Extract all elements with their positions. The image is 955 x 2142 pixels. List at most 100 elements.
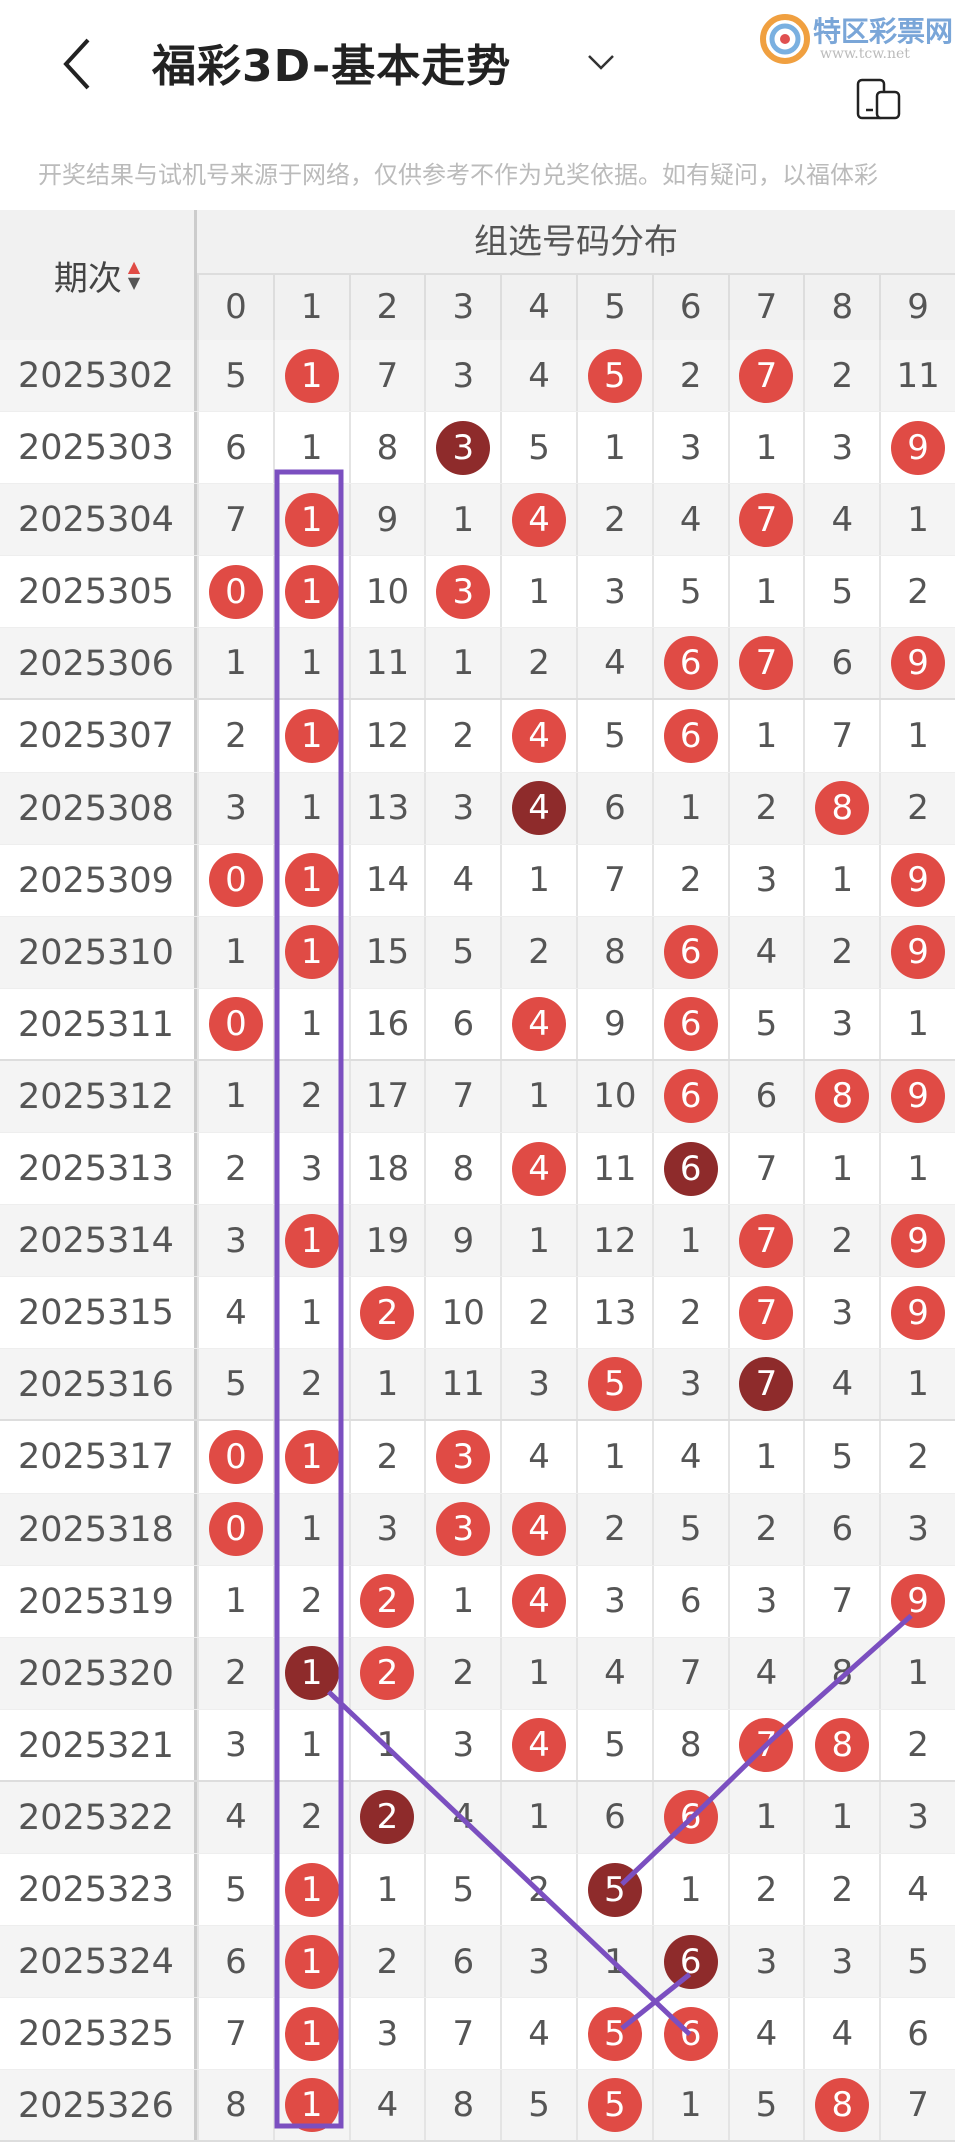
miss-count: 2 <box>907 788 929 829</box>
digit-cells: 0 1 14 4 1 7 2 3 1 9 <box>197 844 955 916</box>
digit-cells: 4 1 2 10 2 13 2 7 3 9 <box>197 1277 955 1349</box>
cell-digit-7: 7 <box>727 628 804 699</box>
hit-ball: 8 <box>815 2078 870 2133</box>
hit-ball: 2 <box>360 1646 415 1701</box>
miss-count: 3 <box>604 571 626 612</box>
issue-number: 2025314 <box>0 1205 197 1277</box>
table-row: 2025320 2 1 2 2 1 4 7 4 8 1 <box>0 1637 955 1710</box>
miss-count: 4 <box>225 1292 247 1333</box>
cell-digit-3: 1 <box>424 628 500 699</box>
issue-number: 2025305 <box>0 556 197 628</box>
digit-cells: 1 2 17 7 1 10 6 6 8 9 <box>197 1060 955 1133</box>
hit-ball: 8 <box>815 781 870 836</box>
hit-ball: 9 <box>891 853 946 908</box>
miss-count: 5 <box>225 1364 247 1405</box>
cell-digit-4: 2 <box>500 916 576 988</box>
device-switch-button[interactable] <box>855 78 905 120</box>
cell-digit-1: 2 <box>272 1565 349 1637</box>
miss-count: 6 <box>452 1941 475 1982</box>
cell-digit-9: 9 <box>879 1205 955 1277</box>
cell-digit-7: 1 <box>727 556 804 628</box>
hit-ball: 5 <box>587 2078 642 2133</box>
cell-digit-2: 12 <box>348 700 425 772</box>
cell-digit-8: 6 <box>803 1493 879 1565</box>
hit-ball: 7 <box>739 1213 794 1268</box>
miss-count: 3 <box>679 1364 702 1405</box>
miss-count: 4 <box>452 860 475 901</box>
hit-ball: 0 <box>208 996 263 1051</box>
table-row: 2025322 4 2 2 4 1 6 6 1 1 3 <box>0 1781 955 1854</box>
table-row: 2025323 5 1 1 5 2 5 1 2 2 4 <box>0 1853 955 1927</box>
miss-count: 3 <box>755 1581 778 1622</box>
miss-count: 2 <box>831 1869 854 1910</box>
hit-ball: 6 <box>663 925 718 980</box>
cell-digit-2: 1 <box>348 1349 425 1420</box>
cell-digit-2: 1 <box>348 1709 425 1780</box>
chevron-left-icon <box>63 38 90 90</box>
miss-count: 1 <box>831 860 854 901</box>
cell-digit-1: 1 <box>272 412 349 484</box>
miss-count: 4 <box>831 499 854 540</box>
title-dropdown[interactable] <box>585 48 617 76</box>
sort-icon[interactable]: ▲ ▼ <box>127 257 141 292</box>
miss-count: 3 <box>225 788 247 829</box>
issue-header[interactable]: 期次 ▲ ▼ <box>0 210 197 340</box>
back-button[interactable] <box>58 36 98 92</box>
cell-digit-6: 6 <box>651 700 728 772</box>
cell-digit-9: 7 <box>879 2070 955 2141</box>
table-row: 2025302 5 1 7 3 4 5 2 7 2 11 <box>0 340 955 413</box>
cell-digit-1: 1 <box>272 1709 349 1780</box>
cell-digit-5: 5 <box>575 1709 652 1780</box>
miss-count: 4 <box>755 2013 778 2054</box>
cell-digit-9: 1 <box>879 484 955 556</box>
miss-count: 1 <box>452 499 475 540</box>
miss-count: 2 <box>452 716 475 757</box>
cell-digit-4: 1 <box>500 1781 576 1853</box>
cell-digit-2: 2 <box>348 1565 425 1637</box>
miss-count: 1 <box>755 716 778 757</box>
miss-count: 1 <box>679 1220 702 1261</box>
digit-cells: 0 1 16 6 4 9 6 5 3 1 <box>197 988 955 1059</box>
miss-count: 1 <box>225 1581 247 1622</box>
cell-digit-6: 5 <box>651 1493 728 1565</box>
hit-ball: 0 <box>208 564 263 619</box>
miss-count: 3 <box>376 2013 399 2054</box>
digit-header-3: 3 <box>424 275 500 340</box>
hit-ball: 5 <box>587 1357 642 1412</box>
cell-digit-1: 1 <box>272 1637 349 1709</box>
hit-ball: 3 <box>436 1429 491 1484</box>
miss-count: 3 <box>831 1003 854 1044</box>
table-row: 2025303 6 1 8 3 5 1 3 1 3 9 <box>0 412 955 485</box>
miss-count: 7 <box>452 2013 475 2054</box>
miss-count: 9 <box>452 1220 475 1261</box>
cell-digit-4: 1 <box>500 844 576 916</box>
hit-ball: 0 <box>208 1502 263 1557</box>
repeat-ball: 6 <box>663 1141 718 1196</box>
hit-ball: 7 <box>739 1717 794 1772</box>
miss-count: 4 <box>831 1364 854 1405</box>
cell-digit-2: 1 <box>348 1853 425 1926</box>
miss-count: 3 <box>907 1509 929 1550</box>
miss-count: 1 <box>755 1436 778 1477</box>
hit-ball: 2 <box>360 1285 415 1340</box>
table-row: 2025304 7 1 9 1 4 2 4 7 4 1 <box>0 484 955 557</box>
hit-ball: 1 <box>284 2006 339 2061</box>
cell-digit-8: 7 <box>803 700 879 772</box>
miss-count: 1 <box>225 932 247 973</box>
cell-digit-3: 2 <box>424 700 500 772</box>
miss-count: 2 <box>755 788 778 829</box>
cell-digit-0: 0 <box>197 1421 273 1493</box>
digit-header-0: 0 <box>197 275 273 340</box>
miss-count: 7 <box>225 2013 247 2054</box>
hit-ball: 6 <box>663 636 718 691</box>
cell-digit-4: 5 <box>500 412 576 484</box>
cell-digit-7: 1 <box>727 412 804 484</box>
miss-count: 6 <box>831 643 854 684</box>
cell-digit-5: 13 <box>575 1277 652 1349</box>
cell-digit-7: 4 <box>727 916 804 988</box>
miss-count: 3 <box>225 1220 247 1261</box>
miss-count: 7 <box>376 355 399 396</box>
